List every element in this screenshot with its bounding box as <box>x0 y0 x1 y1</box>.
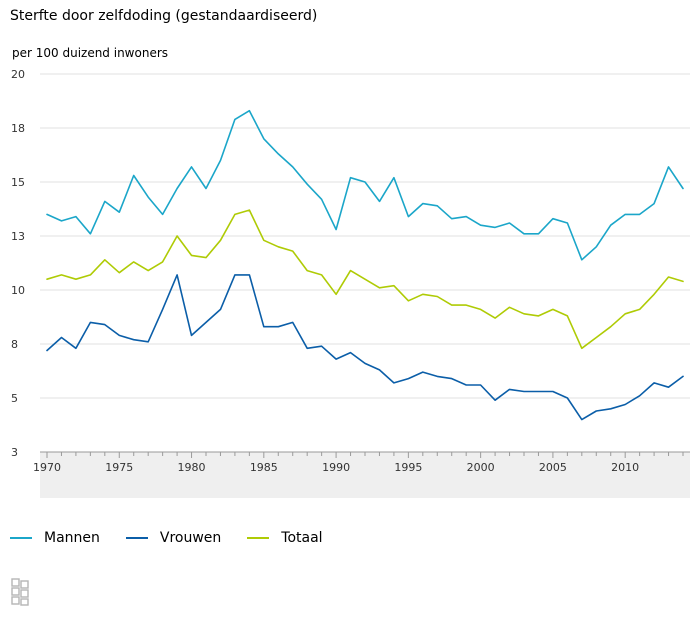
x-tick-label: 2000 <box>467 461 495 474</box>
legend-swatch-vrouwen <box>125 537 148 539</box>
series-lines <box>46 109 684 421</box>
x-tick-label: 1990 <box>322 461 350 474</box>
y-axis-unit-label: per 100 duizend inwoners <box>12 46 169 60</box>
x-tick-label: 1975 <box>105 461 133 474</box>
y-tick-label: 8 <box>11 338 18 351</box>
y-tick-label: 18 <box>11 122 25 135</box>
legend-swatch-totaal <box>247 537 270 539</box>
y-tick-label: 13 <box>11 230 25 243</box>
legend-label-totaal: Totaal <box>281 530 323 546</box>
x-tick-label: 1985 <box>250 461 278 474</box>
y-tick-label: 20 <box>11 68 25 81</box>
legend: Mannen Vrouwen Totaal <box>10 530 349 546</box>
legend-item-totaal[interactable]: Totaal <box>247 530 323 546</box>
x-tick-label: 2010 <box>611 461 639 474</box>
y-tick-label: 3 <box>11 446 18 459</box>
x-axis-band <box>40 452 690 498</box>
series-line-vrouwen[interactable] <box>46 274 684 421</box>
grid-lines <box>40 73 690 453</box>
y-tick-label: 10 <box>11 284 25 297</box>
axes: 20 18 15 13 10 8 5 3 1970 1975 1980 1985 1990 1995 200… <box>11 68 690 474</box>
y-tick-label: 15 <box>11 176 25 189</box>
legend-label-mannen: Mannen <box>44 530 100 546</box>
legend-item-vrouwen[interactable]: Vrouwen <box>125 530 222 546</box>
y-tick-label: 5 <box>11 392 18 405</box>
x-tick-label: 1980 <box>178 461 206 474</box>
x-tick-label: 1995 <box>394 461 422 474</box>
cbs-logo-icon <box>11 578 29 606</box>
x-tick-label: 2005 <box>539 461 567 474</box>
x-tick-label: 1970 <box>33 461 61 474</box>
series-line-totaal[interactable] <box>46 209 684 350</box>
legend-swatch-mannen <box>10 537 32 539</box>
chart-title: Sterfte door zelfdoding (gestandaardisee… <box>10 8 318 24</box>
series-line-mannen[interactable] <box>46 109 684 261</box>
legend-label-vrouwen: Vrouwen <box>159 530 222 546</box>
legend-item-mannen[interactable]: Mannen <box>10 530 100 546</box>
